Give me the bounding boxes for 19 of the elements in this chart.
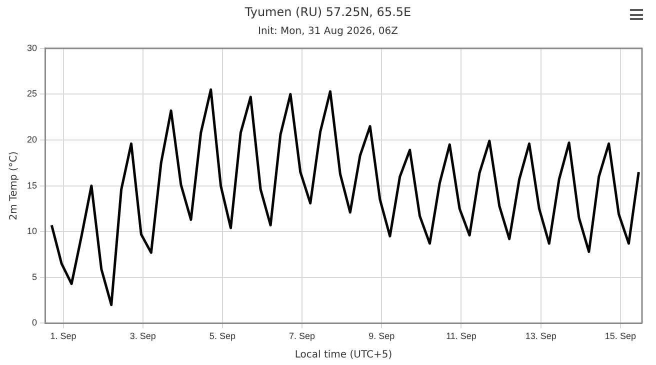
y-tick-label: 25 <box>26 88 38 99</box>
y-tick-label: 0 <box>32 318 38 328</box>
x-tick-label: 3. Sep <box>130 331 156 342</box>
y-tick-label: 30 <box>26 42 38 53</box>
x-tick-label: 15. Sep <box>604 331 636 342</box>
y-tick-label: 10 <box>26 226 38 236</box>
y-tick-label: 5 <box>32 272 38 282</box>
y-tick-label: 15 <box>26 180 38 190</box>
x-tick-label: 5. Sep <box>209 331 236 342</box>
x-tick-label: 13. Sep <box>525 331 556 342</box>
y-tick-label: 20 <box>26 134 38 144</box>
chart-title: Tyumen (RU) 57.25N, 65.5E <box>244 5 412 19</box>
chart-subtitle: Init: Mon, 31 Aug 2026, 06Z <box>257 26 399 37</box>
x-axis-title: Local time (UTC+5) <box>294 350 392 361</box>
x-tick-label: 7. Sep <box>289 331 316 342</box>
y-axis-title: 2m Temp (°C) <box>8 151 20 220</box>
x-tick-label: 1. Sep <box>50 331 76 342</box>
x-tick-label: 9. Sep <box>368 331 395 342</box>
x-tick-label: 11. Sep <box>446 331 476 342</box>
